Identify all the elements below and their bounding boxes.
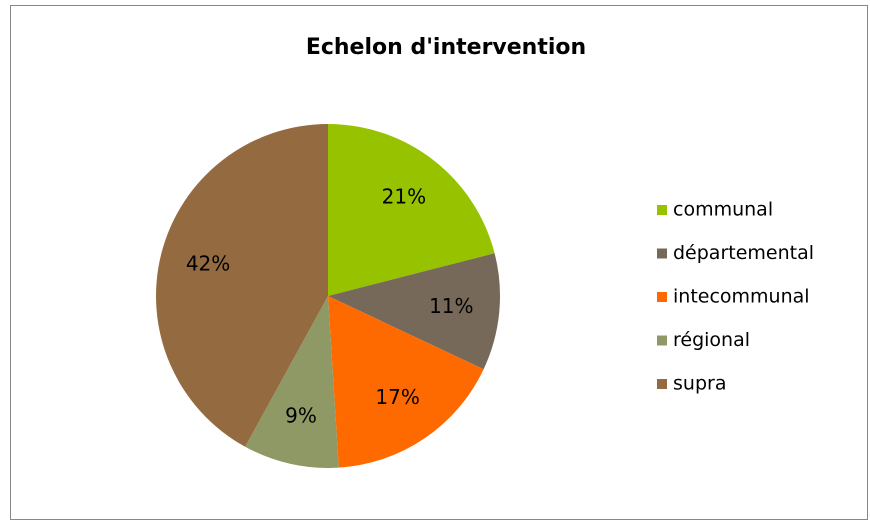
pie-slice [328,124,495,296]
pie-slice [156,124,328,447]
data-label: 11% [429,294,473,318]
data-label: 17% [375,385,419,409]
pie-slice [328,296,484,468]
legend-swatch [657,248,667,259]
legend-swatch [657,335,667,346]
pie-slice [328,253,500,370]
data-label: 42% [186,252,230,276]
data-label: 21% [382,185,426,209]
legend-label: régional [673,329,750,351]
legend-label: départemental [673,242,814,264]
legend-swatch [657,205,667,215]
pie-slice [245,296,339,468]
legend-swatch [657,379,667,389]
legend-label: communal [673,199,773,221]
legend-label: supra [673,373,726,395]
legend-label: intecommunal [673,286,810,308]
data-label: 9% [285,403,317,427]
legend-swatch [657,292,667,302]
chart-title: Echelon d'intervention [306,35,586,60]
